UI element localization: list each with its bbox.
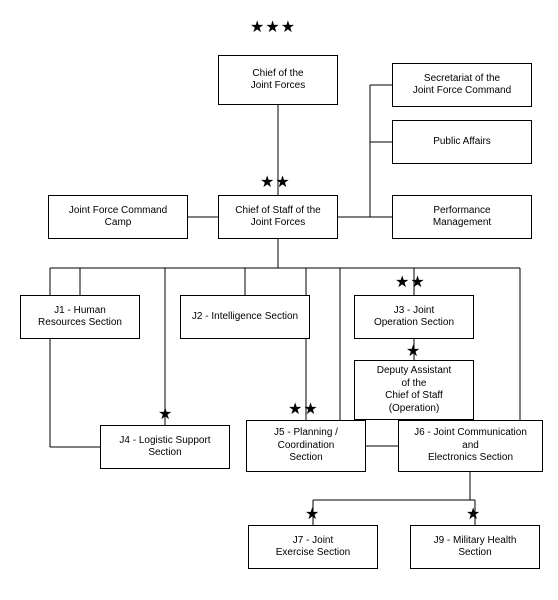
node-j7: J7 - Joint Exercise Section [248,525,378,569]
node-label: J3 - Joint Operation Section [374,305,454,330]
node-label: J6 - Joint Communication and Electronics… [414,427,527,465]
node-label: Chief of the Joint Forces [251,68,305,93]
node-chief: Chief of the Joint Forces [218,55,338,105]
node-label: J5 - Planning / Coordination Section [274,427,338,465]
node-pub: Public Affairs [392,120,532,164]
node-camp: Joint Force Command Camp [48,195,188,239]
node-label: Joint Force Command Camp [69,205,167,230]
stars-j3: ★★ [395,272,426,292]
node-j6: J6 - Joint Communication and Electronics… [398,420,543,472]
stars-j7: ★ [305,504,320,524]
node-j3: J3 - Joint Operation Section [354,295,474,339]
stars-chief: ★★★ [250,17,296,37]
node-cos: Chief of Staff of the Joint Forces [218,195,338,239]
node-label: J2 - Intelligence Section [192,311,298,324]
stars-j4: ★ [158,404,173,424]
node-label: Deputy Assistant of the Chief of Staff (… [377,365,451,415]
node-perf: Performance Management [392,195,532,239]
node-label: Secretariat of the Joint Force Command [413,73,511,98]
node-label: Public Affairs [433,136,491,149]
stars-j9: ★ [466,504,481,524]
node-sec: Secretariat of the Joint Force Command [392,63,532,107]
node-label: J9 - Military Health Section [434,535,517,560]
stars-dep: ★ [406,341,421,361]
node-j4: J4 - Logistic Support Section [100,425,230,469]
node-j1: J1 - Human Resources Section [20,295,140,339]
node-j5: J5 - Planning / Coordination Section [246,420,366,472]
node-j2: J2 - Intelligence Section [180,295,310,339]
node-label: J1 - Human Resources Section [38,305,122,330]
stars-cos: ★★ [260,172,291,192]
stars-j5: ★★ [288,399,319,419]
node-j9: J9 - Military Health Section [410,525,540,569]
node-label: Chief of Staff of the Joint Forces [235,205,320,230]
node-label: J7 - Joint Exercise Section [276,535,350,560]
node-dep: Deputy Assistant of the Chief of Staff (… [354,360,474,420]
node-label: J4 - Logistic Support Section [119,435,210,460]
node-label: Performance Management [433,205,491,230]
org-chart-canvas: Chief of the Joint Forces★★★Secretariat … [0,0,558,600]
